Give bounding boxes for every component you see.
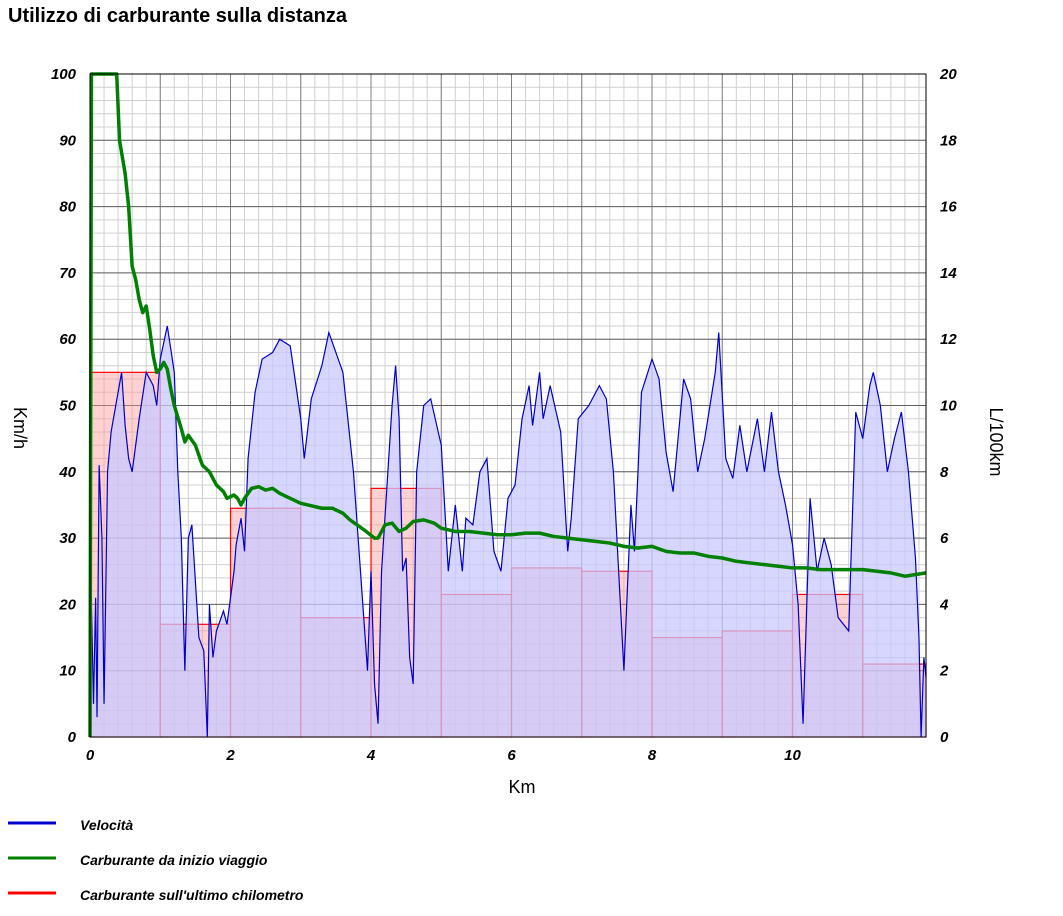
legend-label-velocita: Velocità — [80, 817, 133, 833]
right-tick-label: 4 — [939, 596, 949, 613]
x-tick-label: 2 — [225, 747, 235, 764]
left-tick-label: 90 — [59, 132, 76, 149]
right-tick-label: 10 — [940, 398, 957, 415]
x-tick-label: 6 — [507, 747, 516, 764]
right-tick-label: 8 — [940, 464, 949, 481]
right-axis-ticks: 0 2 4 6 8 10 12 14 16 18 20 — [939, 66, 957, 746]
speed-area — [90, 325, 926, 737]
trip-fuel-line — [88, 72, 927, 738]
right-tick-label: 20 — [939, 66, 957, 83]
right-tick-label: 12 — [940, 331, 957, 348]
left-tick-label: 50 — [59, 398, 76, 415]
plot-frame — [89, 73, 927, 738]
right-tick-label: 16 — [940, 199, 957, 216]
x-tick-label: 8 — [648, 747, 657, 764]
right-tick-label: 14 — [940, 265, 957, 282]
x-tick-label: 10 — [784, 747, 801, 764]
speed-series — [89, 325, 927, 738]
trip-fuel-series — [88, 72, 927, 738]
left-tick-label: 60 — [59, 331, 76, 348]
right-axis-label: L/100km — [986, 407, 1006, 476]
x-tick-label: 4 — [366, 747, 376, 764]
left-tick-label: 0 — [68, 729, 77, 746]
left-tick-label: 70 — [59, 265, 76, 282]
chart-title: Utilizzo di carburante sulla distanza — [8, 5, 348, 27]
left-tick-label: 30 — [59, 530, 76, 547]
right-tick-label: 0 — [940, 729, 949, 746]
left-tick-label: 80 — [59, 199, 76, 216]
left-tick-label: 10 — [59, 663, 76, 680]
left-axis-label: Km/h — [10, 407, 30, 449]
right-tick-label: 6 — [940, 530, 949, 547]
left-tick-label: 20 — [58, 596, 76, 613]
left-tick-label: 40 — [58, 464, 76, 481]
left-tick-label: 100 — [51, 66, 77, 83]
right-tick-label: 2 — [939, 663, 949, 680]
x-tick-label: 0 — [86, 747, 95, 764]
left-axis-ticks: 0 10 20 30 40 50 60 70 80 90 100 — [51, 66, 77, 746]
x-axis-ticks: 0 2 4 6 8 10 — [86, 747, 802, 764]
x-axis-label: Km — [509, 777, 536, 797]
legend-label-carburante-ultimo-km: Carburante sull'ultimo chilometro — [80, 887, 304, 903]
right-tick-label: 18 — [940, 132, 957, 149]
legend: Velocità Carburante da inizio viaggio Ca… — [8, 817, 304, 903]
speed-line — [89, 325, 927, 738]
legend-label-carburante-inizio: Carburante da inizio viaggio — [80, 852, 268, 868]
